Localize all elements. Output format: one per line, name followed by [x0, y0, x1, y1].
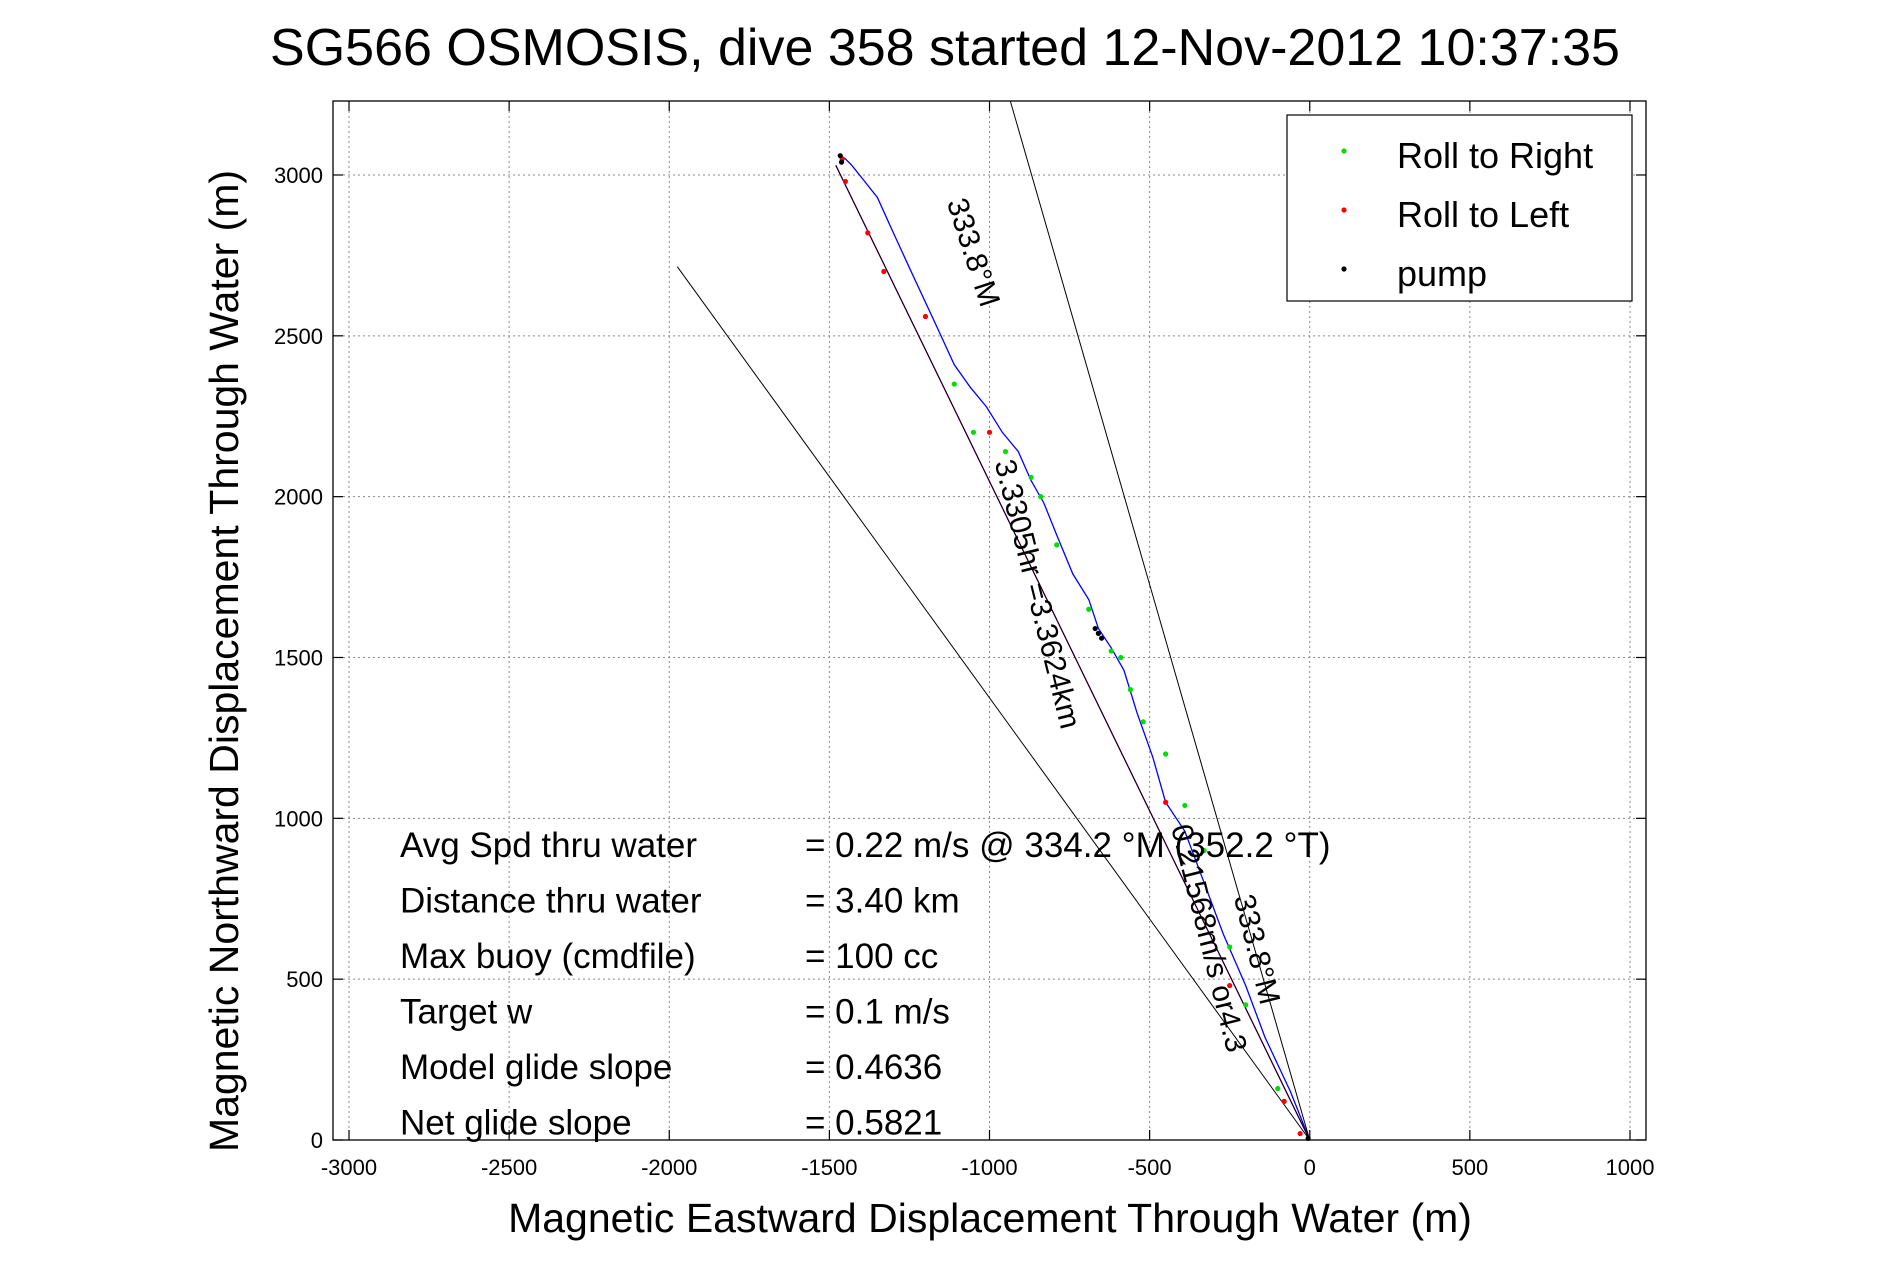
- pump-point: [1095, 630, 1101, 636]
- x-axis-label: Magnetic Eastward Displacement Through W…: [508, 1195, 1472, 1241]
- roll-right-point: [951, 381, 957, 387]
- stats-block: Avg Spd thru water = 0.22 m/s @ 334.2 °M …: [400, 826, 1331, 1143]
- roll-right-point: [1054, 542, 1060, 548]
- axis-ticks: -3000 -2500 -2000 -1500 -1000 -500 0 500 1000 0 50…: [274, 101, 1654, 1180]
- legend-marker: [1341, 207, 1347, 213]
- y-tick-label: 0: [311, 1128, 323, 1153]
- roll-left-point: [881, 268, 887, 275]
- y-tick-label: 3000: [274, 163, 323, 188]
- roll-right-point: [1227, 944, 1233, 950]
- stat-value: = 100 cc: [805, 937, 938, 976]
- legend-marker: [1341, 148, 1347, 154]
- reference-line-line: [676, 266, 1311, 1141]
- x-tick-label: -1500: [801, 1155, 857, 1180]
- stat-label: Net glide slope: [400, 1104, 632, 1143]
- data-series: [676, 100, 1311, 1141]
- roll-left-point: [865, 230, 871, 236]
- pump-point: [837, 153, 843, 159]
- y-tick-label: 500: [286, 967, 323, 992]
- x-tick-label: -2500: [481, 1155, 537, 1180]
- roll-left-point: [1163, 799, 1169, 805]
- stat-value: = 0.1 m/s: [805, 993, 950, 1032]
- roll-right-point: [1002, 449, 1009, 455]
- roll-left-point: [1281, 1098, 1287, 1104]
- roll-right-point: [1127, 687, 1134, 693]
- annotation-label: 333.8°M: [940, 194, 1006, 311]
- reference-line-line: [835, 165, 1311, 1141]
- stat-label: Max buoy (cmdfile): [400, 937, 696, 976]
- y-tick-label: 1500: [274, 645, 323, 670]
- roll-right-point: [1140, 719, 1146, 725]
- x-tick-label: -3000: [321, 1155, 377, 1180]
- roll-right-point: [970, 429, 977, 435]
- roll-right-point: [1108, 648, 1114, 654]
- stat-label: Avg Spd thru water: [400, 826, 697, 865]
- legend-label: Roll to Right: [1397, 135, 1593, 176]
- roll-right-point: [1163, 751, 1169, 757]
- roll-left-point: [842, 178, 848, 185]
- pump-point: [838, 159, 845, 165]
- y-axis-label: Magnetic Northward Displacement Through …: [201, 170, 247, 1152]
- legend-marker: [1341, 266, 1347, 272]
- roll-left-point: [986, 429, 993, 435]
- stat-value: = 0.22 m/s @ 334.2 °M (352.2 °T): [805, 826, 1331, 865]
- roll-left-point: [1227, 982, 1233, 989]
- roll-right-point: [1038, 494, 1044, 500]
- stat-label: Model glide slope: [400, 1048, 672, 1087]
- x-tick-label: 1000: [1606, 1155, 1655, 1180]
- roll-right-point: [1275, 1085, 1281, 1092]
- roll-left-point: [922, 313, 929, 320]
- legend-label: pump: [1397, 253, 1487, 294]
- roll-right-point: [1243, 1002, 1249, 1008]
- roll-left-point: [1297, 1130, 1303, 1137]
- x-tick-label: -2000: [641, 1155, 697, 1180]
- stat-value: = 0.5821: [805, 1104, 942, 1143]
- y-tick-label: 2000: [274, 485, 323, 510]
- pump-point: [1098, 635, 1105, 641]
- roll-right-point: [1118, 654, 1124, 661]
- stat-value: = 0.4636: [805, 1048, 942, 1087]
- y-tick-label: 1000: [274, 806, 323, 831]
- roll-right-point: [1182, 802, 1188, 809]
- reference-line-line: [1009, 100, 1311, 1141]
- x-tick-label: -1000: [961, 1155, 1017, 1180]
- stat-label: Distance thru water: [400, 882, 702, 921]
- stat-label: Target w: [400, 993, 533, 1032]
- roll-right-point: [1201, 847, 1207, 854]
- roll-right-point: [1028, 474, 1034, 480]
- annotation-label: 3.3305hr =3.3624km: [988, 456, 1087, 732]
- pump-point: [1305, 1135, 1311, 1141]
- legend: Roll to Right Roll to Left pump: [1286, 114, 1633, 302]
- pump-point: [1092, 625, 1098, 632]
- roll-right-point: [1086, 606, 1092, 612]
- legend-label: Roll to Left: [1397, 194, 1569, 235]
- stat-value: = 3.40 km: [805, 882, 960, 921]
- track-line: [840, 155, 1311, 1141]
- x-tick-label: -500: [1128, 1155, 1172, 1180]
- chart-title: SG566 OSMOSIS, dive 358 started 12-Nov-2…: [270, 19, 1620, 77]
- y-tick-label: 2500: [274, 324, 323, 349]
- x-tick-label: 500: [1452, 1155, 1489, 1180]
- x-tick-label: 0: [1304, 1155, 1316, 1180]
